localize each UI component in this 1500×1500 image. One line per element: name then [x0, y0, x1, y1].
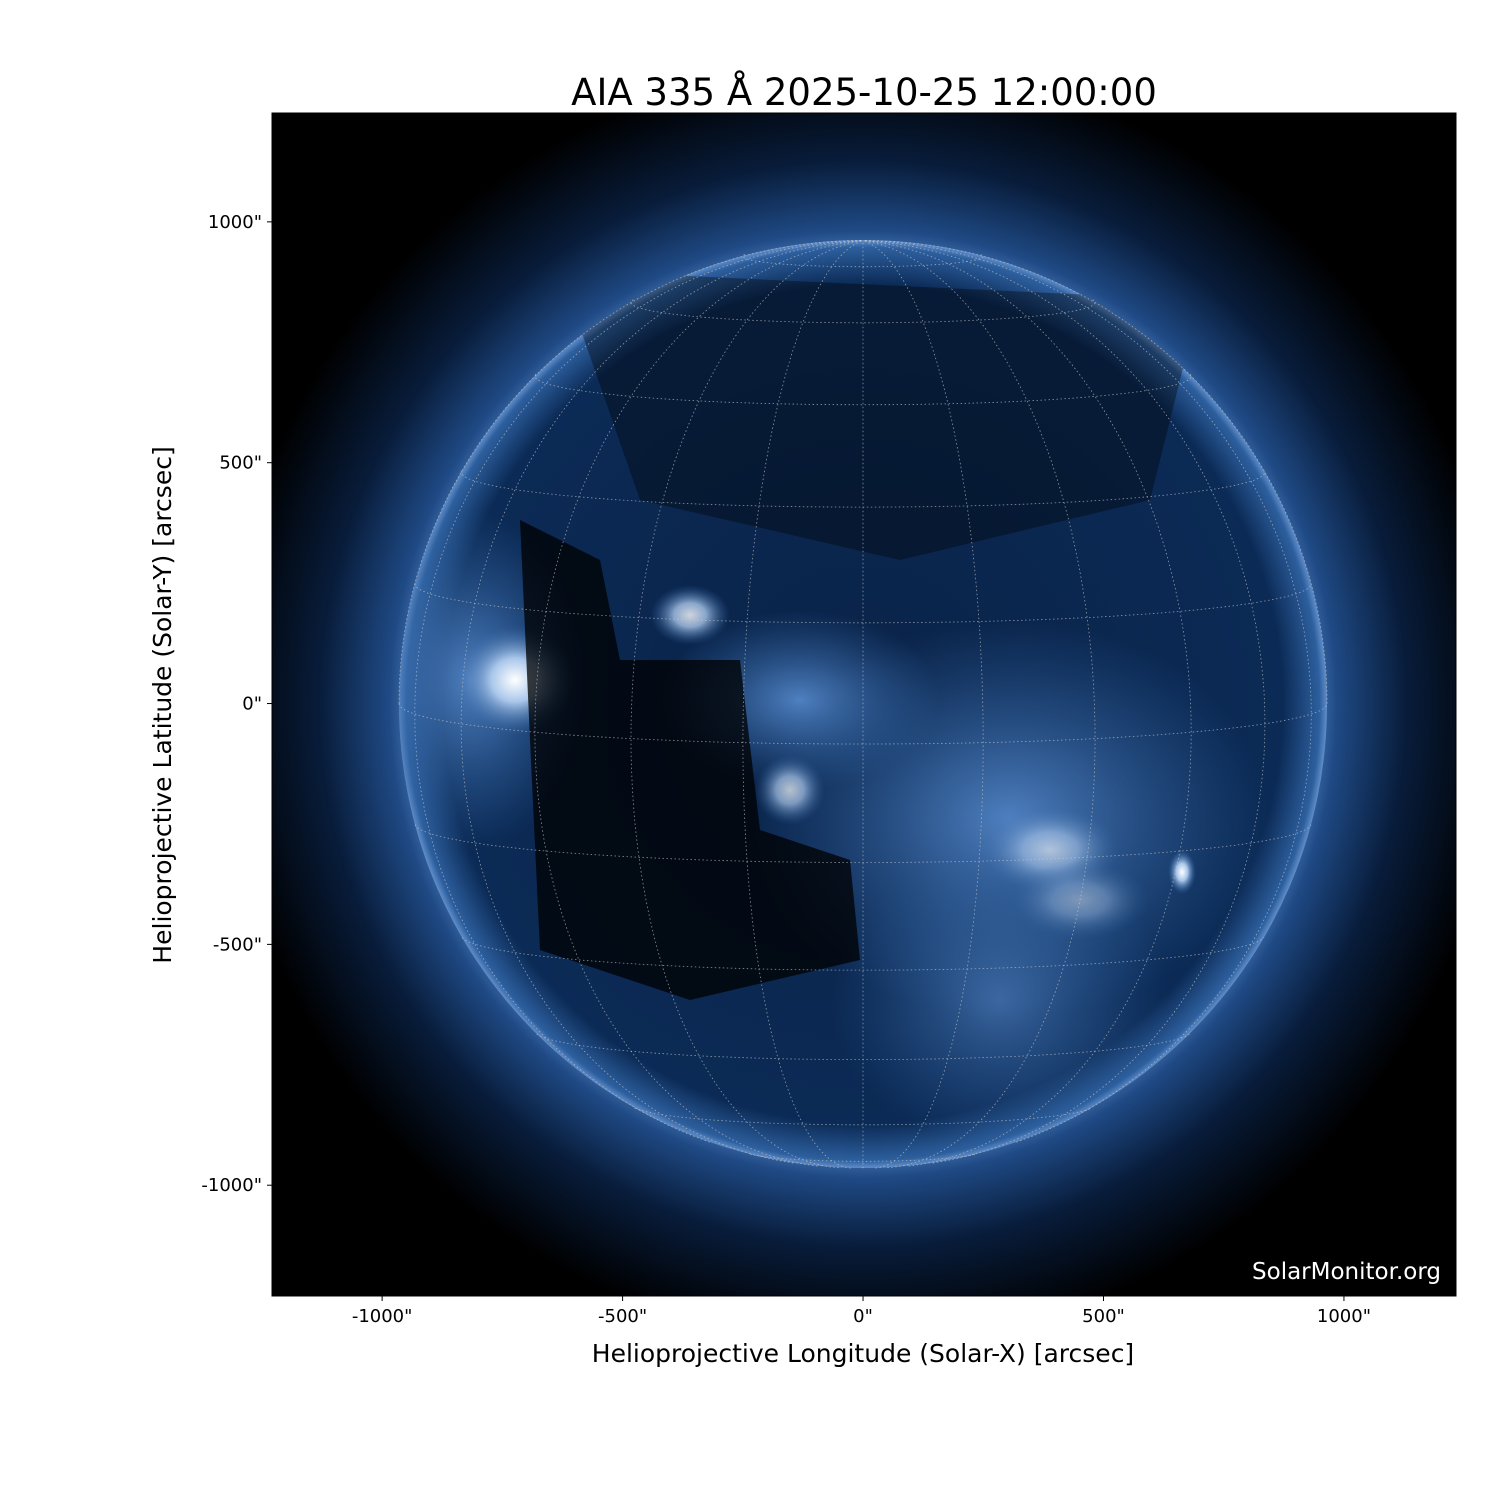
grid-parallel — [461, 937, 1265, 971]
x-axis-label: Helioprojective Longitude (Solar-X) [arc… — [592, 1339, 1134, 1368]
grid-parallel — [742, 254, 984, 268]
watermark: SolarMonitor.org — [1252, 1259, 1441, 1285]
grid-parallel — [414, 583, 1312, 624]
grid-parallel — [634, 1107, 1092, 1126]
axis-ticks: -1000" -500" 0" 500" 1000" 1000" 500" 0" -500" -1… — [201, 212, 1371, 1327]
axes-frame — [271, 112, 1457, 1297]
grid-meridian — [862, 240, 1096, 1169]
grid-meridian — [414, 240, 864, 1143]
grid-parallel — [414, 824, 1312, 863]
active-regions — [399, 270, 1270, 1150]
grid-meridian — [630, 240, 864, 1169]
y-tick-label: 0" — [242, 694, 262, 715]
y-axis-label: Helioprojective Latitude (Solar-Y) [arcs… — [148, 446, 177, 963]
y-tick-label: -1000" — [201, 1175, 262, 1196]
grid-meridian — [862, 240, 984, 1169]
y-tick-label: -500" — [213, 934, 262, 955]
grid-meridian — [862, 240, 1266, 1164]
x-tick-label: -1000" — [352, 1306, 413, 1327]
x-tick-label: 500" — [1082, 1306, 1125, 1327]
grid-meridian — [534, 240, 864, 1167]
chart-title: AIA 335 Å 2025-10-25 12:00:00 — [571, 70, 1157, 114]
grid-parallel — [536, 1033, 1190, 1060]
heliographic-grid — [398, 240, 1328, 1169]
x-tick-label: 1000" — [1317, 1306, 1371, 1327]
grid-meridian — [862, 240, 1312, 1143]
grid-parallel — [398, 703, 1328, 745]
grid-meridian — [742, 240, 864, 1169]
grid-meridian — [862, 240, 1192, 1167]
grid-parallel — [750, 1154, 976, 1162]
grid-meridian — [862, 240, 1328, 704]
x-tick-label: -500" — [598, 1306, 647, 1327]
y-tick-label: 1000" — [208, 212, 262, 233]
x-tick-label: 0" — [853, 1306, 873, 1327]
plot-area: SolarMonitor.org — [272, 113, 1456, 1296]
y-tick-label: 500" — [219, 453, 262, 474]
grid-meridian — [460, 240, 864, 1164]
grid-parallel — [460, 470, 1266, 508]
